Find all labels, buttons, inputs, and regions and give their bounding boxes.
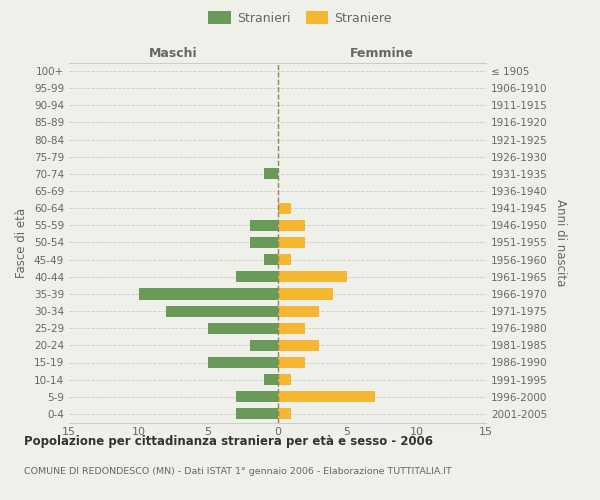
Bar	[139, 288, 277, 300]
Bar	[277, 271, 347, 282]
Bar	[208, 322, 277, 334]
Bar	[236, 391, 277, 402]
Text: COMUNE DI REDONDESCO (MN) - Dati ISTAT 1° gennaio 2006 - Elaborazione TUTTITALIA: COMUNE DI REDONDESCO (MN) - Dati ISTAT 1…	[24, 468, 452, 476]
Bar	[236, 271, 277, 282]
Bar	[277, 237, 305, 248]
Text: Popolazione per cittadinanza straniera per età e sesso - 2006: Popolazione per cittadinanza straniera p…	[24, 435, 433, 448]
Bar	[277, 254, 292, 265]
Text: Femmine: Femmine	[350, 47, 414, 60]
Bar	[277, 220, 305, 231]
Legend: Stranieri, Straniere: Stranieri, Straniere	[203, 6, 397, 30]
Bar	[166, 306, 277, 316]
Bar	[208, 357, 277, 368]
Text: Maschi: Maschi	[149, 47, 197, 60]
Bar	[277, 288, 333, 300]
Y-axis label: Fasce di età: Fasce di età	[16, 208, 28, 278]
Bar	[277, 202, 292, 214]
Bar	[263, 168, 277, 179]
Bar	[277, 322, 305, 334]
Bar	[250, 237, 277, 248]
Bar	[277, 374, 292, 385]
Bar	[250, 220, 277, 231]
Bar	[277, 408, 292, 420]
Bar	[277, 391, 375, 402]
Bar	[263, 254, 277, 265]
Bar	[277, 340, 319, 351]
Bar	[277, 357, 305, 368]
Bar	[263, 374, 277, 385]
Y-axis label: Anni di nascita: Anni di nascita	[554, 199, 567, 286]
Bar	[236, 408, 277, 420]
Bar	[277, 306, 319, 316]
Bar	[250, 340, 277, 351]
